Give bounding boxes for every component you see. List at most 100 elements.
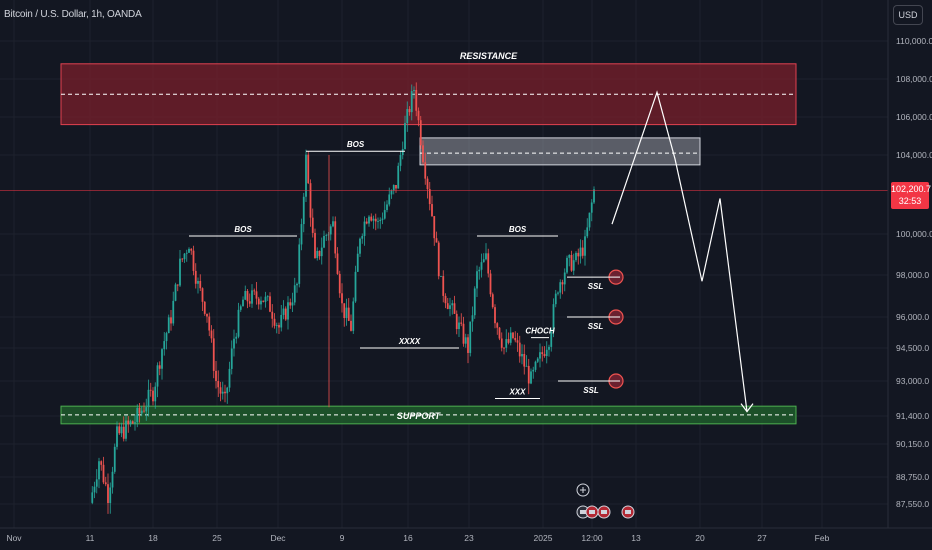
candle bbox=[278, 322, 280, 334]
candle bbox=[568, 254, 571, 267]
candle-body bbox=[557, 292, 559, 294]
candle-body bbox=[584, 236, 586, 256]
candle bbox=[440, 275, 442, 277]
candle-body bbox=[566, 257, 568, 273]
price-tick-label: 96,000.0 bbox=[896, 312, 929, 322]
candle bbox=[332, 216, 334, 228]
current-price-tag: 102,200.7 32:53 bbox=[891, 182, 931, 209]
time-tick-label: 12:00 bbox=[581, 533, 603, 543]
currency-button[interactable]: USD bbox=[893, 5, 923, 25]
candle-body bbox=[570, 255, 573, 271]
candle bbox=[584, 229, 586, 266]
candle-body bbox=[365, 221, 368, 224]
chart-tools[interactable] bbox=[576, 483, 635, 519]
candle-body bbox=[140, 410, 143, 414]
annotation-ssl: SSL bbox=[558, 373, 624, 395]
price-axis-bg bbox=[888, 0, 932, 550]
time-tick-label: 23 bbox=[464, 533, 474, 543]
candle-body bbox=[509, 332, 512, 343]
candle-body bbox=[194, 270, 197, 284]
candle-body bbox=[467, 337, 469, 353]
candle bbox=[212, 329, 215, 379]
candle-body bbox=[269, 296, 271, 312]
candle bbox=[356, 246, 359, 272]
candle-body bbox=[446, 303, 449, 309]
candle bbox=[224, 384, 226, 403]
candle bbox=[161, 348, 163, 380]
candle bbox=[235, 332, 238, 344]
candle-body bbox=[552, 304, 555, 332]
candle bbox=[273, 313, 276, 329]
candle bbox=[541, 346, 544, 362]
price-tick-label: 94,500.0 bbox=[896, 343, 929, 353]
candle-body bbox=[543, 354, 546, 357]
candle-body bbox=[476, 271, 478, 289]
candle bbox=[449, 297, 451, 317]
candle bbox=[309, 179, 312, 227]
candle-body bbox=[368, 216, 370, 224]
annotation-bos: BOS bbox=[477, 225, 558, 237]
candle-body bbox=[487, 253, 490, 274]
annotation-label: SSL bbox=[583, 386, 599, 395]
candle-body bbox=[300, 224, 303, 245]
candle bbox=[406, 101, 409, 132]
candle bbox=[172, 291, 175, 326]
candle bbox=[408, 106, 411, 116]
candle bbox=[192, 245, 195, 276]
candle bbox=[532, 366, 535, 379]
bar-countdown-label: 32:53 bbox=[898, 196, 922, 206]
candle bbox=[478, 266, 481, 280]
time-tick-label: 20 bbox=[695, 533, 705, 543]
candle bbox=[514, 331, 517, 343]
candle bbox=[480, 253, 483, 278]
candle-body bbox=[435, 238, 438, 243]
candle-body bbox=[316, 250, 319, 259]
candle-body bbox=[253, 290, 256, 292]
candle bbox=[354, 265, 357, 303]
candle bbox=[298, 238, 301, 288]
candle bbox=[125, 415, 127, 442]
candle-body bbox=[507, 339, 510, 343]
candle-body bbox=[478, 269, 481, 272]
candle bbox=[174, 282, 177, 302]
candle-body bbox=[127, 420, 130, 425]
candle bbox=[228, 361, 231, 392]
candle bbox=[233, 329, 235, 357]
candle-body bbox=[345, 307, 348, 319]
candle-body bbox=[374, 218, 377, 222]
candle-body bbox=[122, 426, 125, 439]
candle bbox=[527, 358, 530, 395]
candle-body bbox=[444, 295, 447, 304]
annotation-label: BOS bbox=[347, 140, 365, 149]
candle bbox=[381, 212, 384, 225]
candle bbox=[201, 287, 204, 312]
candle-body bbox=[138, 407, 141, 414]
candle bbox=[230, 340, 233, 375]
candle bbox=[181, 258, 184, 263]
candle-body bbox=[370, 216, 373, 221]
candle-body bbox=[485, 253, 487, 260]
candle bbox=[269, 292, 271, 313]
candle-body bbox=[568, 255, 571, 258]
candle bbox=[343, 303, 346, 327]
candle bbox=[469, 321, 472, 357]
candle-body bbox=[273, 318, 276, 326]
candle bbox=[293, 277, 296, 306]
candle-body bbox=[397, 165, 400, 189]
candle-body bbox=[251, 290, 253, 304]
candles bbox=[91, 82, 595, 514]
candle-body bbox=[264, 296, 267, 302]
candle-body bbox=[221, 391, 224, 394]
candle bbox=[336, 247, 339, 275]
grid bbox=[0, 0, 888, 528]
candle-body bbox=[230, 348, 233, 369]
candle-body bbox=[550, 331, 553, 347]
time-tick-label: 25 bbox=[212, 533, 222, 543]
annotation-label: CHOCH bbox=[525, 327, 555, 336]
candle bbox=[347, 298, 350, 322]
candle-body bbox=[534, 361, 537, 370]
candle-body bbox=[350, 320, 352, 331]
candle-body bbox=[107, 484, 109, 503]
candle bbox=[206, 313, 208, 323]
